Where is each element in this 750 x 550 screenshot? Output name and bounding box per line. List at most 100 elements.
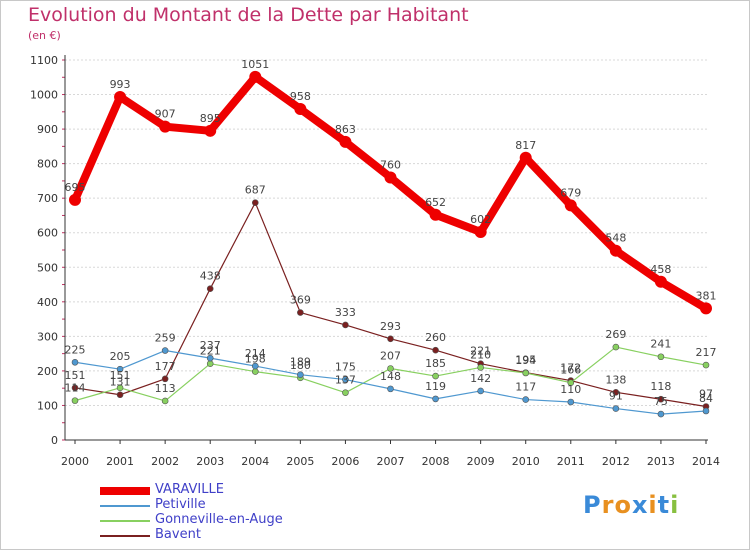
data-point xyxy=(204,124,217,137)
data-label: 237 xyxy=(200,339,221,352)
data-point xyxy=(474,226,487,239)
data-point xyxy=(342,376,349,383)
data-label: 458 xyxy=(650,263,671,276)
x-tick-label: 2000 xyxy=(61,455,89,468)
data-label: 760 xyxy=(380,158,401,171)
data-label: 131 xyxy=(110,376,131,389)
chart-title: Evolution du Montant de la Dette par Hab… xyxy=(28,4,469,26)
data-label: 652 xyxy=(425,196,446,209)
data-point xyxy=(116,384,124,392)
data-point xyxy=(206,285,214,292)
data-point xyxy=(567,379,575,386)
data-label: 75 xyxy=(654,395,668,408)
data-label: 142 xyxy=(470,372,491,385)
data-label: 241 xyxy=(650,338,671,351)
data-point xyxy=(114,90,127,103)
x-tick-label: 2009 xyxy=(467,455,495,468)
y-tick-label: 500 xyxy=(37,261,58,274)
logo-letter: i xyxy=(670,491,680,519)
x-tick-label: 2005 xyxy=(286,455,314,468)
y-tick-label: 200 xyxy=(37,365,58,378)
logo-letter: t xyxy=(657,491,671,519)
data-point xyxy=(159,120,172,133)
data-point xyxy=(297,371,304,379)
legend-label: Gonneville-en-Auge xyxy=(155,512,283,527)
data-point xyxy=(702,361,710,369)
data-label: 225 xyxy=(65,343,86,356)
data-point xyxy=(657,395,665,403)
data-label: 548 xyxy=(605,232,626,245)
data-label: 333 xyxy=(335,306,356,319)
data-label: 260 xyxy=(425,331,446,344)
data-point xyxy=(116,365,124,373)
data-label: 217 xyxy=(696,346,717,359)
data-label: 84 xyxy=(699,392,713,405)
chart-subtitle: (en €) xyxy=(28,29,61,42)
data-point xyxy=(387,335,394,343)
y-tick-label: 0 xyxy=(51,434,58,447)
data-label: 166 xyxy=(560,364,581,377)
data-point xyxy=(519,151,532,164)
data-label: 177 xyxy=(155,360,176,373)
data-label: 97 xyxy=(699,387,713,400)
data-label: 1051 xyxy=(241,58,269,71)
data-label: 119 xyxy=(425,380,446,393)
data-point xyxy=(206,354,214,362)
data-label: 863 xyxy=(335,123,356,136)
data-point xyxy=(294,103,307,116)
data-point xyxy=(612,405,620,412)
data-point xyxy=(69,193,81,206)
data-point xyxy=(249,70,262,83)
x-tick-label: 2002 xyxy=(151,455,179,468)
data-label: 151 xyxy=(110,369,131,382)
data-label: 221 xyxy=(200,345,221,358)
logo-letter: i xyxy=(648,491,658,519)
data-label: 958 xyxy=(290,90,311,103)
data-point xyxy=(700,302,712,315)
legend-label: Bavent xyxy=(155,527,201,542)
data-label: 907 xyxy=(155,108,176,121)
data-label: 695 xyxy=(65,181,86,194)
data-point xyxy=(342,389,349,396)
data-point xyxy=(657,410,665,418)
data-point xyxy=(387,365,394,372)
data-point xyxy=(251,199,259,206)
data-point xyxy=(654,275,667,288)
data-label: 895 xyxy=(200,112,221,125)
y-tick-label: 100 xyxy=(37,399,58,412)
data-label: 687 xyxy=(245,184,266,197)
x-tick-label: 2011 xyxy=(557,455,585,468)
y-tick-label: 300 xyxy=(37,330,58,343)
y-tick-label: 900 xyxy=(37,123,58,136)
logo-letter: P xyxy=(583,491,602,519)
x-tick-label: 2008 xyxy=(422,455,450,468)
x-tick-label: 2014 xyxy=(692,455,720,468)
data-label: 172 xyxy=(560,362,581,375)
x-tick-label: 2001 xyxy=(106,455,134,468)
data-point xyxy=(251,362,259,370)
data-point xyxy=(387,385,394,393)
data-label: 269 xyxy=(605,328,626,341)
x-tick-label: 2003 xyxy=(196,455,224,468)
x-tick-label: 2013 xyxy=(647,455,675,468)
data-point xyxy=(432,372,439,380)
data-point xyxy=(206,360,214,367)
data-label: 993 xyxy=(110,78,131,91)
data-label: 175 xyxy=(335,361,356,374)
data-point xyxy=(522,369,530,377)
data-label: 151 xyxy=(65,369,86,382)
data-label: 91 xyxy=(609,390,623,403)
y-tick-label: 1000 xyxy=(30,89,58,102)
data-label: 185 xyxy=(425,357,446,370)
proxiti-logo: Proxiti xyxy=(583,491,679,519)
data-point xyxy=(71,384,79,392)
data-point xyxy=(384,171,397,184)
data-label: 679 xyxy=(560,186,581,199)
data-label: 293 xyxy=(380,320,401,333)
data-label: 205 xyxy=(110,350,131,363)
data-label: 214 xyxy=(245,347,266,360)
data-point xyxy=(429,208,442,221)
data-point xyxy=(161,397,169,405)
data-point xyxy=(161,347,169,354)
